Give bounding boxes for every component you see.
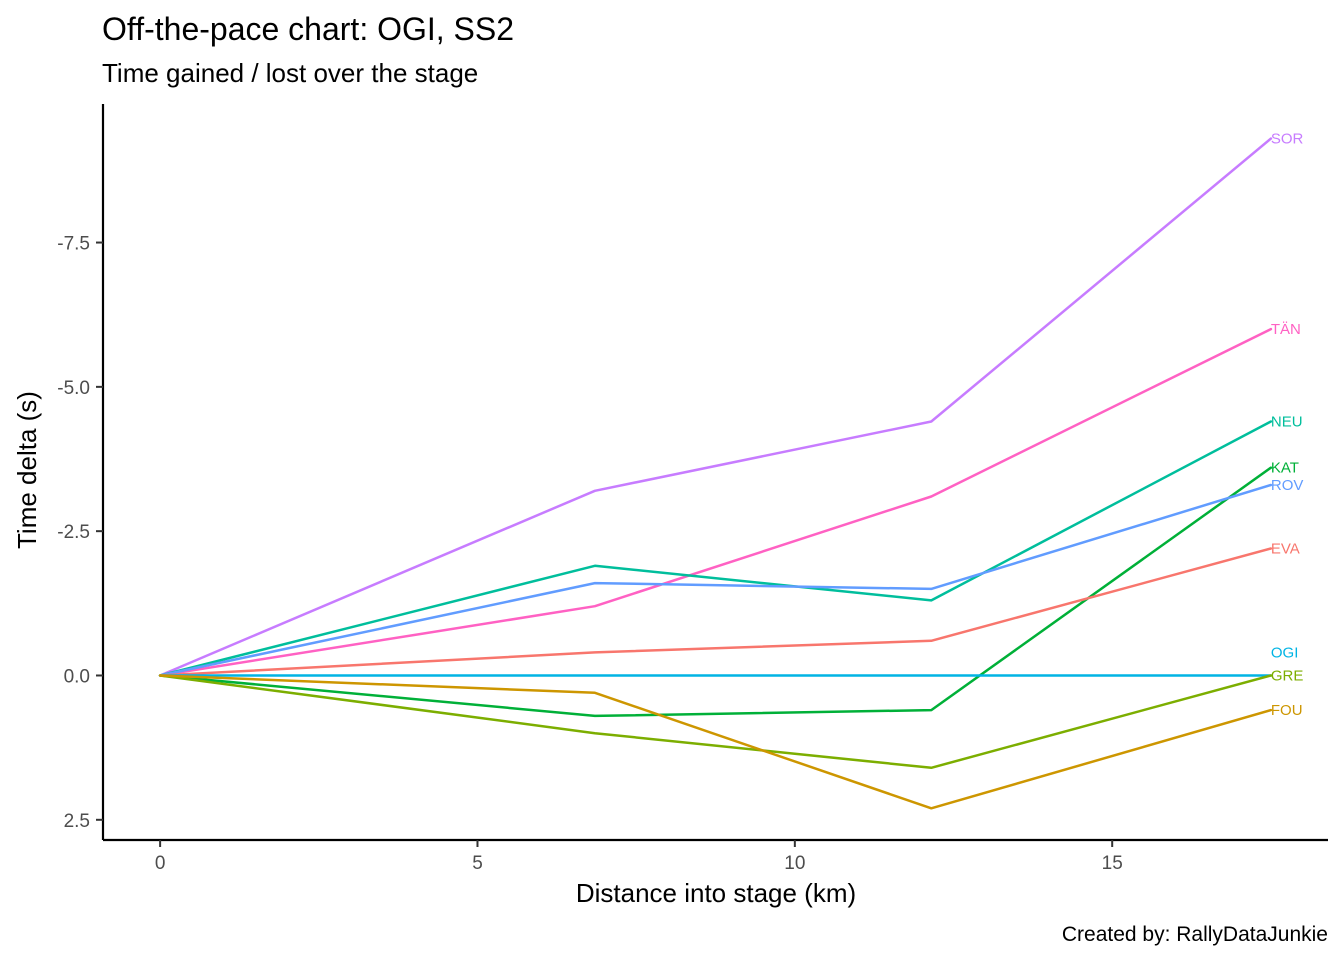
series-label-kat: KAT bbox=[1271, 460, 1299, 477]
series-label-eva: EVA bbox=[1271, 540, 1300, 557]
series-line-neu bbox=[158, 420, 1273, 677]
series-line-rov bbox=[158, 483, 1273, 677]
y-tick-label: 2.5 bbox=[64, 811, 90, 832]
series-line-tän bbox=[158, 327, 1273, 677]
y-tick-label: -5.0 bbox=[57, 378, 90, 399]
y-tick-label: -2.5 bbox=[57, 522, 90, 543]
x-tick-label: 15 bbox=[1102, 853, 1123, 874]
series-label-tän: TÄN bbox=[1271, 321, 1301, 338]
series-lines bbox=[158, 137, 1273, 810]
series-line-sor bbox=[158, 137, 1273, 677]
series-label-gre: GRE bbox=[1271, 667, 1304, 684]
chart-caption: Created by: RallyDataJunkie bbox=[1062, 923, 1328, 946]
series-label-ogi: OGI bbox=[1271, 644, 1299, 661]
series-line-kat bbox=[158, 466, 1273, 718]
x-tick-label: 10 bbox=[784, 853, 805, 874]
x-tick-label: 0 bbox=[155, 853, 166, 874]
y-axis-title: Time delta (s) bbox=[12, 391, 42, 549]
chart-title: Off-the-pace chart: OGI, SS2 bbox=[102, 11, 514, 47]
series-label-neu: NEU bbox=[1271, 413, 1303, 430]
x-axis-title: Distance into stage (km) bbox=[576, 878, 856, 908]
y-axis-ticks: 2.5 0.0 -2.5 -5.0 -7.5 bbox=[57, 234, 103, 832]
chart-subtitle: Time gained / lost over the stage bbox=[102, 58, 478, 88]
y-tick-label: 0.0 bbox=[64, 666, 90, 687]
series-label-sor: SOR bbox=[1271, 131, 1304, 148]
x-axis-ticks: 0 5 10 15 bbox=[155, 840, 1123, 874]
x-tick-label: 5 bbox=[472, 853, 483, 874]
series-line-fou bbox=[158, 674, 1273, 810]
series-line-gre bbox=[158, 674, 1273, 770]
y-tick-label: -7.5 bbox=[57, 234, 90, 255]
series-line-eva bbox=[158, 547, 1273, 677]
series-label-rov: ROV bbox=[1271, 477, 1304, 494]
series-label-fou: FOU bbox=[1271, 702, 1303, 719]
